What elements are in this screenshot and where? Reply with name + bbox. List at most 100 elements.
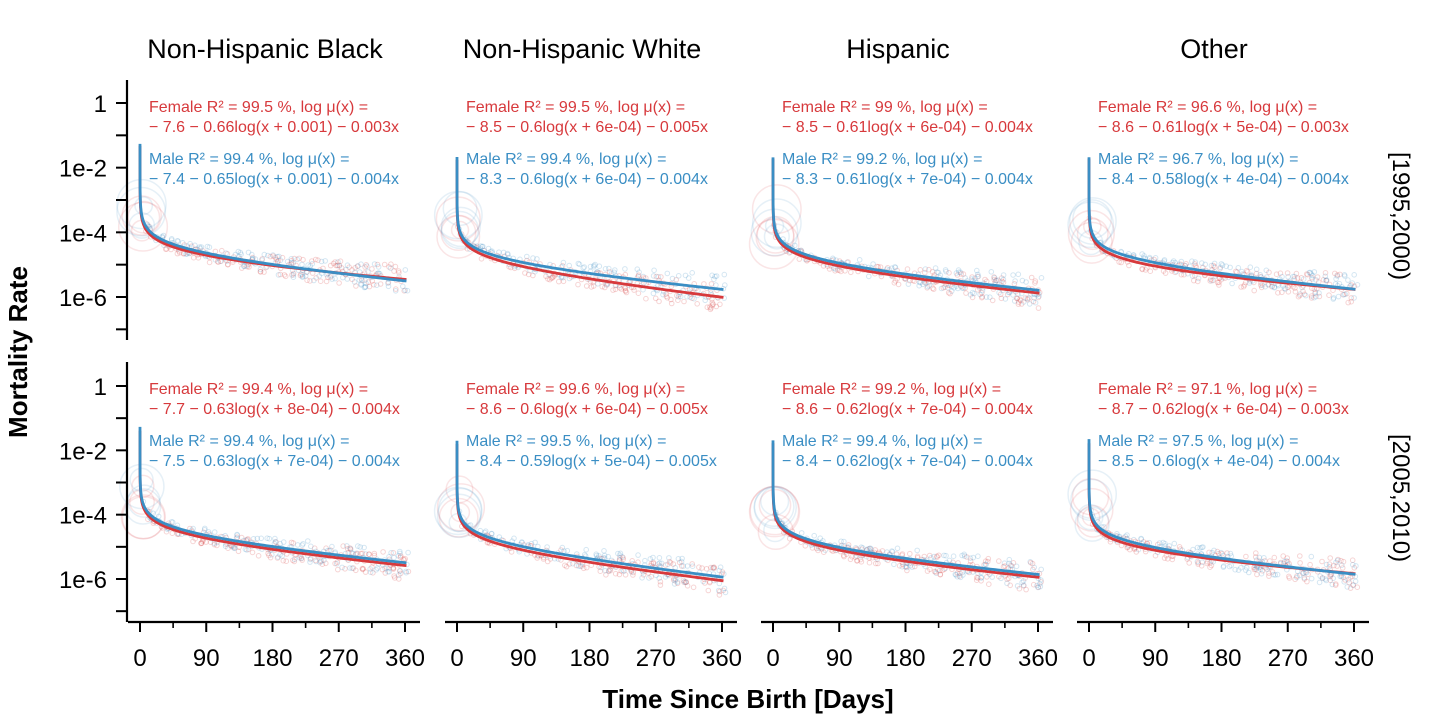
observed-point xyxy=(1014,295,1020,302)
observed-point-large xyxy=(1076,218,1109,251)
observed-point xyxy=(996,558,1002,564)
observed-point xyxy=(288,257,295,264)
observed-point xyxy=(1004,291,1011,298)
observed-point xyxy=(1294,574,1300,581)
observed-point xyxy=(657,582,664,588)
observed-point xyxy=(787,535,793,542)
observed-point xyxy=(873,560,879,567)
observed-point xyxy=(708,281,715,287)
observed-point xyxy=(1138,535,1144,542)
observed-point xyxy=(564,547,571,554)
observed-point xyxy=(956,269,962,276)
observed-point xyxy=(678,563,685,569)
observed-point xyxy=(978,574,985,581)
observed-point xyxy=(556,278,562,285)
observed-point xyxy=(291,558,298,565)
observed-point xyxy=(1029,560,1036,567)
observed-point xyxy=(979,294,985,301)
observed-point xyxy=(1271,284,1278,290)
observed-point xyxy=(961,553,968,559)
observed-point xyxy=(1244,269,1251,275)
x-tick-label: 180 xyxy=(885,645,925,672)
observed-point xyxy=(953,572,959,578)
observed-point xyxy=(986,581,992,588)
observed-point xyxy=(1122,533,1129,540)
observed-point xyxy=(1199,544,1205,551)
observed-point xyxy=(640,273,647,280)
observed-point xyxy=(866,545,873,552)
observed-point xyxy=(386,568,393,575)
y-tick-label: 1e-4 xyxy=(59,220,107,247)
observed-point xyxy=(635,290,642,297)
observed-point xyxy=(288,539,295,546)
observed-point xyxy=(334,560,340,567)
observed-point xyxy=(950,553,957,560)
observed-point xyxy=(332,259,338,265)
observed-point xyxy=(1012,278,1018,284)
observed-point xyxy=(682,272,689,279)
observed-point xyxy=(1322,270,1329,276)
observed-point xyxy=(1303,292,1309,299)
observed-point xyxy=(566,262,573,269)
observed-point xyxy=(404,287,411,294)
fitted-curve-male xyxy=(771,157,1040,292)
observed-point xyxy=(354,550,361,557)
observed-point xyxy=(683,579,689,586)
observed-point xyxy=(652,295,659,302)
observed-point xyxy=(958,271,965,277)
observed-point xyxy=(602,567,609,574)
observed-point xyxy=(583,546,590,553)
observed-point xyxy=(366,283,373,290)
observed-point xyxy=(796,256,803,262)
observed-point xyxy=(558,547,564,553)
observed-point xyxy=(344,262,351,269)
observed-point xyxy=(234,534,240,541)
x-tick-label: 90 xyxy=(193,645,220,672)
observed-point xyxy=(1261,555,1267,561)
observed-point-large xyxy=(117,201,169,252)
observed-point xyxy=(352,265,358,271)
observed-point xyxy=(1138,536,1144,543)
observed-point xyxy=(358,281,364,287)
observed-point xyxy=(601,548,607,554)
observed-point xyxy=(1007,582,1014,589)
observed-point xyxy=(974,273,981,280)
observed-point xyxy=(954,570,961,576)
observed-point xyxy=(1002,296,1009,302)
observed-point xyxy=(710,565,717,571)
observed-point xyxy=(1300,276,1307,282)
observed-point xyxy=(1347,585,1354,591)
observed-point-large xyxy=(758,488,792,522)
observed-point xyxy=(576,261,583,268)
observed-point xyxy=(957,570,963,577)
observed-point xyxy=(682,579,689,586)
observed-point xyxy=(607,567,614,574)
observed-point xyxy=(669,275,676,282)
observed-point xyxy=(1258,282,1264,288)
x-tick-label: 0 xyxy=(1082,645,1095,672)
observed-point xyxy=(1319,558,1325,565)
observed-point xyxy=(1223,263,1229,270)
observed-point-large xyxy=(1076,505,1110,538)
row-strip-label: [1995,2000) xyxy=(1387,152,1414,280)
observed-point xyxy=(1259,282,1266,288)
observed-point xyxy=(298,555,305,562)
observed-point xyxy=(977,291,983,298)
observed-point xyxy=(985,558,991,565)
observed-point-large xyxy=(121,495,166,540)
observed-point xyxy=(815,547,821,554)
observed-point xyxy=(261,269,267,275)
observed-point-large xyxy=(756,215,795,254)
observed-point xyxy=(975,575,981,581)
observed-point xyxy=(891,280,898,286)
observed-point xyxy=(257,269,264,275)
observed-point xyxy=(396,576,402,582)
observed-point xyxy=(970,554,977,561)
observed-point xyxy=(1333,559,1339,566)
observed-point xyxy=(701,281,707,287)
observed-point xyxy=(313,558,320,565)
observed-point xyxy=(302,273,309,279)
annotation-line1: Female R² = 99.6 %, log μ(x) = xyxy=(466,381,685,398)
observed-point xyxy=(1301,291,1308,298)
observed-point xyxy=(1348,295,1355,301)
